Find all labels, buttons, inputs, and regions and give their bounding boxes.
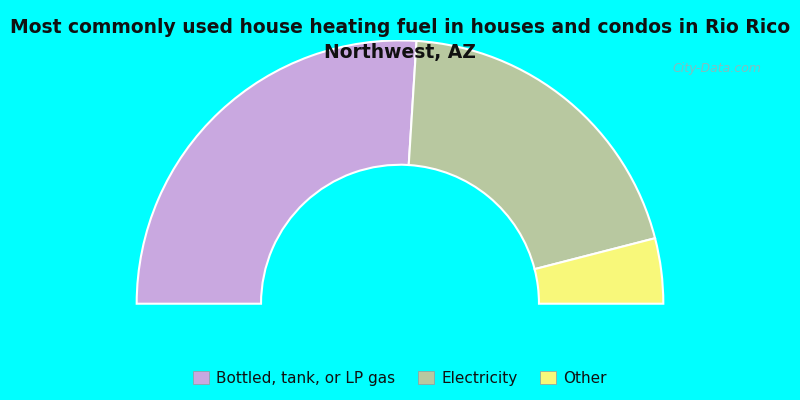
Wedge shape [534,238,663,304]
Text: Most commonly used house heating fuel in houses and condos in Rio Rico
Northwest: Most commonly used house heating fuel in… [10,18,790,62]
Wedge shape [137,40,417,304]
Legend: Bottled, tank, or LP gas, Electricity, Other: Bottled, tank, or LP gas, Electricity, O… [189,366,611,390]
Wedge shape [409,41,655,269]
Text: City-Data.com: City-Data.com [672,62,761,74]
